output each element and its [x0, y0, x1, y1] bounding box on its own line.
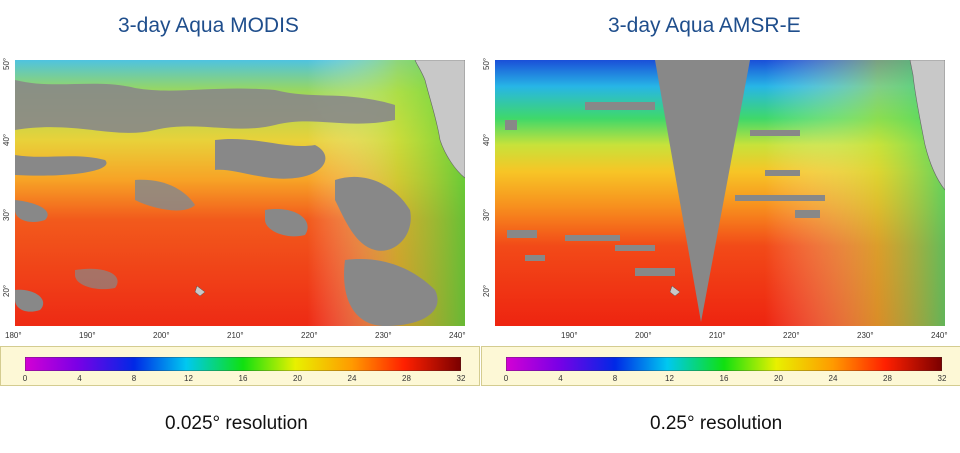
colorbar-tick-label: 32 [937, 374, 947, 383]
x-tick-label: 230° [857, 331, 874, 340]
y-tick-label: 20° [482, 284, 491, 297]
modis-cloud-mask [15, 80, 438, 326]
x-tick-label: 210° [709, 331, 726, 340]
north-america-land [414, 60, 465, 179]
colorbar-tick-label: 12 [184, 374, 193, 383]
colorbar-tick-label: 24 [347, 374, 357, 383]
colorbar-tick-label: 4 [77, 374, 82, 383]
swath-gap [655, 60, 750, 322]
y-tick-label: 30° [482, 208, 491, 221]
colorbar-tick-label: 32 [456, 374, 466, 383]
x-tick-label: 200° [153, 331, 170, 340]
left-colorbar [25, 357, 461, 371]
colorbar-tick-label: 28 [402, 374, 411, 383]
x-tick-label: 200° [635, 331, 652, 340]
amsre-gap-mask [505, 102, 825, 276]
y-tick-label: 20° [2, 284, 11, 297]
colorbar-tick-label: 16 [719, 374, 729, 383]
x-tick-label: 210° [227, 331, 244, 340]
x-tick-label: 220° [783, 331, 800, 340]
colorbar-tick-label: 16 [238, 374, 248, 383]
colorbar-tick-label: 20 [774, 374, 783, 383]
x-tick-label: 190° [561, 331, 578, 340]
left-colorbar-panel: 0 4 8 12 16 20 24 28 32 [0, 346, 480, 386]
north-america-land [909, 60, 945, 191]
colorbar-tick-label: 12 [665, 374, 674, 383]
y-tick-label: 40° [482, 133, 491, 146]
colorbar-tick-label: 8 [612, 374, 618, 383]
right-resolution-label: 0.25° resolution [650, 413, 783, 434]
x-tick-label: 230° [375, 331, 392, 340]
x-tick-label: 190° [79, 331, 96, 340]
x-tick-label: 220° [301, 331, 318, 340]
x-tick-label: 180° [5, 331, 22, 340]
hawaii-island [194, 285, 206, 297]
hawaii-island [669, 285, 681, 297]
y-tick-label: 50° [482, 57, 491, 70]
colorbar-tick-label: 28 [883, 374, 892, 383]
colorbar-tick-label: 4 [558, 374, 563, 383]
modis-sst-map [15, 60, 465, 326]
left-resolution-label: 0.025° resolution [165, 413, 308, 434]
x-tick-label: 240° [449, 331, 466, 340]
x-tick-label: 240° [931, 331, 948, 340]
y-tick-label: 50° [2, 57, 11, 70]
colorbar-tick-label: 20 [293, 374, 302, 383]
right-colorbar-panel: 0 4 8 12 16 20 24 28 32 [481, 346, 960, 386]
right-colorbar [506, 357, 942, 371]
colorbar-tick-label: 24 [828, 374, 838, 383]
colorbar-tick-label: 0 [503, 374, 509, 383]
left-panel-title: 3-day Aqua MODIS [118, 14, 299, 37]
y-tick-label: 40° [2, 133, 11, 146]
colorbar-tick-label: 0 [22, 374, 28, 383]
colorbar-tick-label: 8 [131, 374, 137, 383]
y-tick-label: 30° [2, 208, 11, 221]
right-panel-title: 3-day Aqua AMSR-E [608, 14, 801, 37]
amsre-sst-map [495, 60, 945, 326]
